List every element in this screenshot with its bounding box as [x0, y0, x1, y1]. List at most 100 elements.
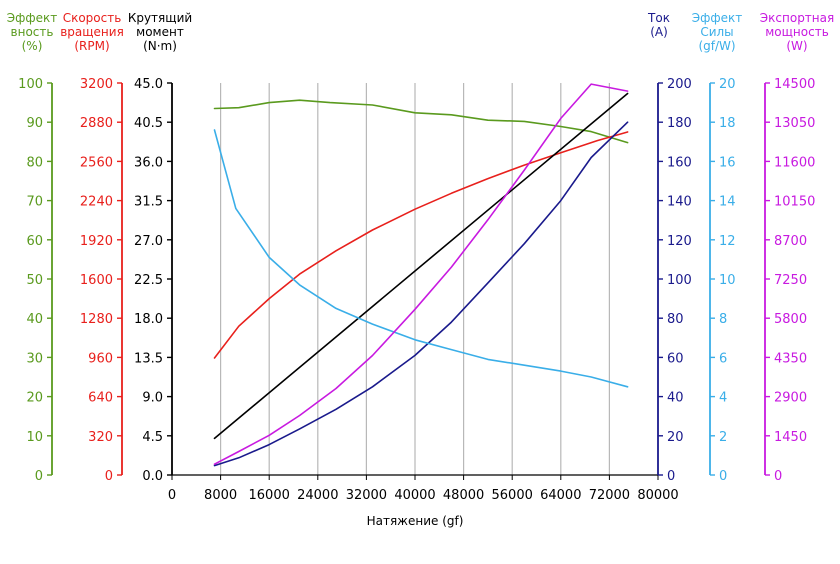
y-tick-label-rpm-0: 0 — [105, 469, 113, 484]
y-axis-title-line-power-2: (W) — [786, 39, 807, 53]
y-tick-label-force-eff-4: 8 — [719, 312, 727, 327]
y-tick-label-force-eff-3: 6 — [719, 351, 727, 366]
y-tick-label-power-6: 8700 — [774, 234, 807, 249]
y-tick-label-power-4: 5800 — [774, 312, 807, 327]
y-axis-title-line-current-0: Ток — [647, 11, 670, 25]
series-lines — [213, 83, 629, 467]
y-tick-label-current-5: 100 — [667, 273, 692, 288]
series-line-current — [213, 121, 629, 467]
y-tick-label-eff-4: 40 — [26, 312, 43, 327]
y-tick-label-eff-3: 30 — [26, 351, 43, 366]
x-tick-label-0: 0 — [168, 488, 176, 503]
y-axis-title-line-power-0: Экспортная — [760, 11, 834, 25]
y-axis-title-rpm: Скорость вращения (RPM) — [60, 11, 124, 53]
y-axis-title-line-rpm-0: Скорость — [63, 11, 122, 25]
y-axis-title-line-force-eff-1: Силы — [700, 25, 733, 39]
y-axis-title-power: Экспортная мощность (W) — [760, 11, 834, 53]
x-tick-label-1: 8000 — [204, 488, 237, 503]
y-tick-label-torque-0: 0.0 — [142, 469, 163, 484]
y-axis-force-eff: 0 2 4 6 8 10 12 14 16 18 20 Эффект Силы (gf/W) — [692, 11, 743, 484]
y-tick-label-force-eff-6: 12 — [719, 234, 736, 249]
y-tick-label-force-eff-8: 16 — [719, 155, 736, 170]
grid-lines — [220, 83, 611, 475]
y-tick-label-rpm-1: 320 — [88, 430, 113, 445]
y-tick-label-current-0: 0 — [667, 469, 675, 484]
series-line-power — [213, 83, 629, 466]
x-tick-label-4: 32000 — [346, 488, 387, 503]
y-axis-current: 0 20 40 60 80 100 120 140 160 180 200 Ток (A) — [647, 11, 692, 484]
y-tick-label-power-7: 10150 — [774, 195, 815, 210]
x-tick-label-2: 16000 — [249, 488, 290, 503]
y-tick-label-force-eff-5: 10 — [719, 273, 736, 288]
y-tick-label-rpm-3: 960 — [88, 351, 113, 366]
y-axis-title-line-rpm-1: вращения — [60, 25, 124, 39]
y-tick-label-torque-4: 18.0 — [134, 312, 163, 327]
y-tick-label-torque-1: 4.5 — [142, 430, 163, 445]
y-axis-title-eff: Эффект вность (%) — [7, 11, 58, 53]
y-tick-label-eff-8: 80 — [26, 155, 43, 170]
y-tick-label-torque-5: 22.5 — [134, 273, 163, 288]
y-tick-label-power-1: 1450 — [774, 430, 807, 445]
y-tick-label-power-5: 7250 — [774, 273, 807, 288]
y-tick-label-eff-10: 100 — [18, 77, 43, 92]
y-tick-label-eff-1: 10 — [26, 430, 43, 445]
y-tick-label-power-2: 2900 — [774, 391, 807, 406]
y-tick-label-current-4: 80 — [667, 312, 684, 327]
y-tick-label-power-8: 11600 — [774, 155, 815, 170]
axes: 0 8000 16000 24000 32000 40000 48000 56000 64000… — [7, 11, 834, 503]
x-tick-label-5: 40000 — [394, 488, 435, 503]
y-tick-label-current-2: 40 — [667, 391, 684, 406]
y-tick-label-rpm-4: 1280 — [80, 312, 113, 327]
y-tick-label-eff-9: 90 — [26, 116, 43, 131]
y-tick-label-force-eff-0: 0 — [719, 469, 727, 484]
x-tick-label-8: 64000 — [540, 488, 581, 503]
y-tick-label-torque-10: 45.0 — [134, 77, 163, 92]
y-tick-label-force-eff-10: 20 — [719, 77, 736, 92]
series-line-eff — [213, 99, 629, 144]
x-axis-title: Натяжение (gf) — [367, 514, 464, 528]
series-line-rpm — [213, 131, 629, 359]
y-tick-label-rpm-10: 3200 — [80, 77, 113, 92]
y-tick-label-torque-7: 31.5 — [134, 195, 163, 210]
y-tick-label-torque-8: 36.0 — [134, 155, 163, 170]
y-tick-label-rpm-6: 1920 — [80, 234, 113, 249]
y-axis-title-line-force-eff-2: (gf/W) — [698, 39, 735, 53]
y-tick-label-power-0: 0 — [774, 469, 782, 484]
series-line-torque — [213, 92, 629, 440]
y-tick-label-force-eff-2: 4 — [719, 391, 727, 406]
y-axis-rpm: 0 320 640 960 1280 1600 1920 2240 2560 2880 3200 Ск… — [60, 11, 124, 484]
y-tick-label-force-eff-9: 18 — [719, 116, 736, 131]
y-axis-title-line-force-eff-0: Эффект — [692, 11, 743, 25]
y-axis-eff: 0 10 20 30 40 50 60 70 80 90 100 Эффект вность (%) — [7, 11, 58, 484]
y-tick-label-eff-0: 0 — [35, 469, 43, 484]
y-tick-label-current-1: 20 — [667, 430, 684, 445]
y-axis-title-force-eff: Эффект Силы (gf/W) — [692, 11, 743, 53]
y-tick-label-current-7: 140 — [667, 195, 692, 210]
x-tick-label-10: 80000 — [637, 488, 678, 503]
y-axis-title-line-power-1: мощность — [765, 25, 829, 39]
y-tick-label-current-8: 160 — [667, 155, 692, 170]
y-axis-torque: 0.0 4.5 9.0 13.5 18.0 22.5 27.0 31.5 36.0 40.5 45.… — [128, 11, 192, 484]
y-tick-label-eff-5: 50 — [26, 273, 43, 288]
x-tick-label-7: 56000 — [492, 488, 533, 503]
y-axis-title-line-rpm-2: (RPM) — [74, 39, 109, 53]
x-tick-label-6: 48000 — [443, 488, 484, 503]
y-tick-label-current-6: 120 — [667, 234, 692, 249]
series-line-force-eff — [213, 129, 629, 388]
y-axis-title-line-eff-2: (%) — [22, 39, 43, 53]
y-axis-title-line-torque-0: Крутящий — [128, 11, 192, 25]
y-tick-label-torque-9: 40.5 — [134, 116, 163, 131]
y-tick-label-current-9: 180 — [667, 116, 692, 131]
y-axis-title-torque: Крутящий момент (N·m) — [128, 11, 192, 53]
x-tick-label-9: 72000 — [589, 488, 630, 503]
y-tick-label-torque-6: 27.0 — [134, 234, 163, 249]
y-axis-title-line-torque-1: момент — [136, 25, 184, 39]
y-axis-title-current: Ток (A) — [647, 11, 670, 39]
y-tick-label-rpm-7: 2240 — [80, 195, 113, 210]
y-axis-title-line-torque-2: (N·m) — [143, 39, 177, 53]
y-tick-label-rpm-5: 1600 — [80, 273, 113, 288]
y-tick-label-rpm-2: 640 — [88, 391, 113, 406]
x-tick-label-3: 24000 — [297, 488, 338, 503]
